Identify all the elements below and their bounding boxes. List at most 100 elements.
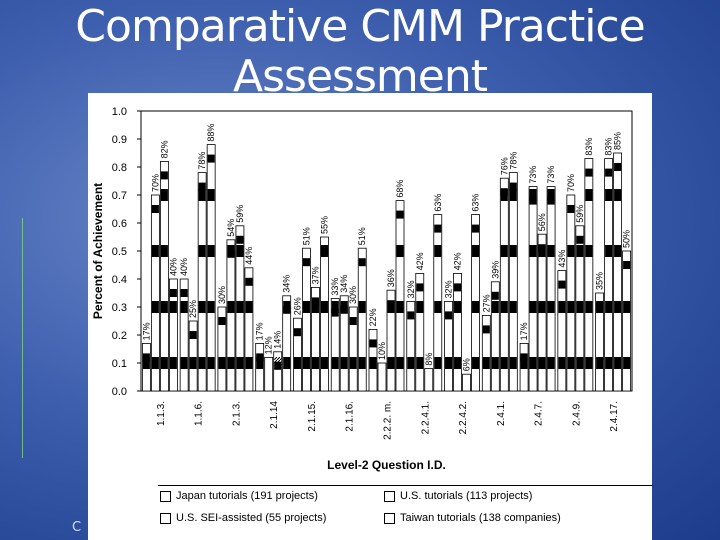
- legend-item-us-tutorials: U.S. tutorials (113 projects): [384, 490, 532, 502]
- data-label: 36%: [386, 269, 396, 287]
- bar-marker: [596, 357, 604, 369]
- bar-marker: [369, 357, 377, 369]
- bar-marker: [567, 357, 575, 369]
- bar-marker: [529, 245, 537, 257]
- bar-marker: [180, 357, 188, 369]
- bar-marker: [160, 357, 168, 369]
- legend-swatch: [384, 512, 395, 524]
- bar-marker: [558, 301, 566, 313]
- bar: [395, 200, 405, 392]
- bar-marker: [207, 189, 215, 201]
- data-label: 63%: [471, 194, 481, 212]
- data-label: 88%: [206, 124, 216, 142]
- bar: [348, 306, 358, 392]
- bar: [613, 152, 623, 392]
- bar-chart: 0.0 0.1 0.2 0.3 0.4 0.5 0.6 0.7 0.8 0.9 1.0 Percent…: [91, 106, 633, 472]
- bar-marker: [538, 357, 546, 369]
- data-label: 10%: [377, 342, 387, 360]
- bar-marker: [236, 357, 244, 369]
- bar-marker: [596, 303, 604, 311]
- data-label: 12%: [264, 336, 274, 354]
- bar: [546, 186, 556, 392]
- bar-marker: [151, 301, 159, 313]
- bar-marker: [198, 301, 206, 313]
- bar-marker: [445, 311, 453, 320]
- bar: [453, 272, 462, 392]
- data-label: 34%: [339, 275, 349, 293]
- data-label: 40%: [168, 258, 178, 276]
- bar-marker: [529, 189, 537, 201]
- legend-label: U.S. tutorials (113 projects): [400, 490, 533, 502]
- bar: [339, 295, 349, 392]
- data-label: 50%: [622, 230, 632, 248]
- bar: [557, 270, 567, 392]
- data-label: 70%: [150, 174, 160, 192]
- data-label: 30%: [348, 286, 358, 304]
- bar: [226, 239, 236, 392]
- bar-marker: [349, 317, 357, 325]
- data-label: 39%: [490, 261, 500, 279]
- bar: [302, 247, 311, 392]
- bar-marker: [434, 224, 442, 233]
- bar: [330, 298, 340, 392]
- bar-marker: [547, 245, 555, 257]
- bar-marker: [320, 301, 328, 313]
- bar: [508, 172, 518, 392]
- bar-marker: [358, 357, 366, 369]
- data-label: 25%: [188, 300, 198, 318]
- bar-marker: [311, 297, 319, 306]
- bar-marker: [605, 168, 613, 177]
- data-label: 30%: [217, 286, 227, 304]
- bar-marker: [614, 245, 622, 257]
- x-tick-label: 2.1.15.: [307, 401, 318, 432]
- legend-item-japan: Japan tutorials (191 projects): [160, 490, 318, 502]
- bar: [273, 351, 283, 392]
- legend: Japan tutorials (191 projects) U.S. tuto…: [158, 485, 658, 535]
- x-tick-label: 2.4.1.: [496, 401, 507, 426]
- bar-marker: [320, 247, 328, 255]
- data-label: 70%: [566, 174, 576, 192]
- y-tick-label: 0.5: [112, 246, 127, 258]
- bar-marker: [340, 357, 348, 369]
- bar: [528, 186, 538, 392]
- data-label: 26%: [292, 297, 302, 315]
- bar-marker: [605, 301, 613, 313]
- legend-item-us-sei: U.S. SEI-assisted (55 projects): [160, 512, 326, 524]
- data-label: 83%: [604, 138, 614, 156]
- data-label: 27%: [481, 294, 491, 312]
- data-label: 40%: [179, 258, 189, 276]
- bar: [490, 281, 500, 392]
- x-tick-label: 2.2.4.1.: [420, 401, 431, 434]
- data-label: 44%: [244, 247, 254, 265]
- data-label: 42%: [415, 252, 425, 270]
- bar-marker: [349, 357, 357, 369]
- legend-label: U.S. SEI-assisted (55 projects): [176, 512, 327, 524]
- bar: [168, 278, 178, 392]
- data-label: 56%: [537, 213, 547, 231]
- bar-marker: [293, 357, 301, 369]
- bar-marker: [236, 245, 244, 257]
- bar-marker: [416, 283, 424, 292]
- y-tick-label: 0.9: [112, 134, 127, 146]
- legend-swatch: [384, 490, 395, 502]
- bar-marker: [454, 301, 462, 313]
- bar-marker: [500, 357, 508, 369]
- bar: [357, 247, 367, 392]
- data-label: 63%: [433, 194, 443, 212]
- bar-marker: [293, 328, 301, 337]
- bar-marker: [509, 189, 517, 201]
- bar: [462, 373, 471, 392]
- data-label: 59%: [235, 205, 245, 223]
- bar-marker: [387, 300, 395, 309]
- bar-marker: [605, 189, 613, 201]
- bar-marker: [358, 301, 366, 313]
- bar-marker: [491, 291, 499, 300]
- decorative-line: [22, 218, 23, 458]
- bar-marker: [529, 196, 537, 205]
- data-label: 76%: [499, 157, 509, 175]
- bar: [622, 250, 632, 392]
- bar-marker: [387, 357, 395, 369]
- bar-marker: [614, 163, 622, 171]
- y-tick-label: 0.8: [112, 162, 127, 174]
- bar-marker: [538, 244, 546, 253]
